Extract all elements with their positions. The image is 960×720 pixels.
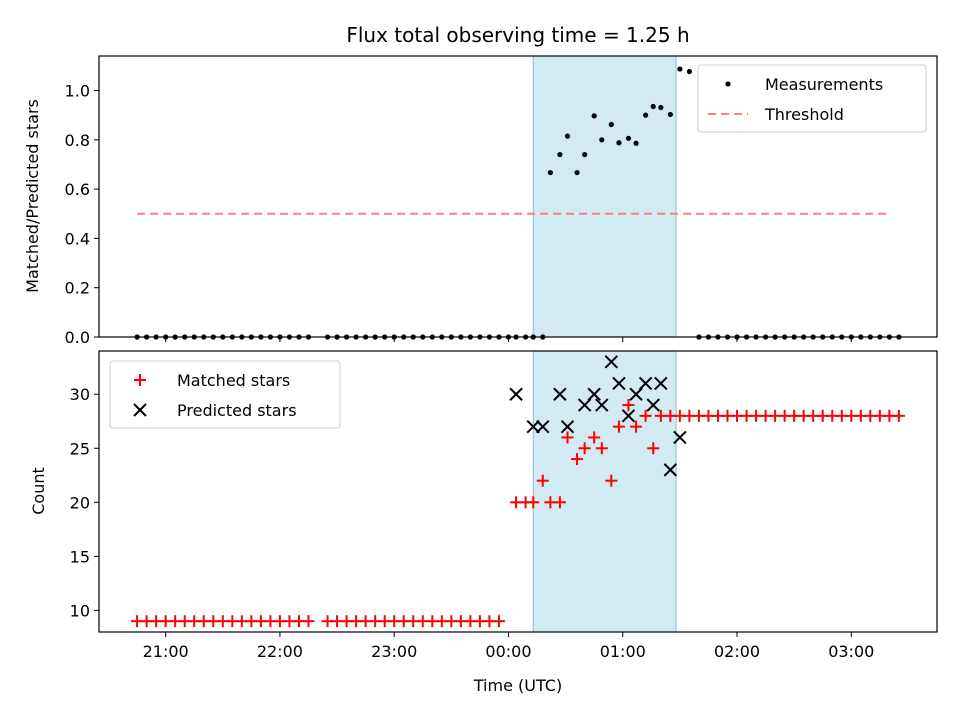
measurement-point <box>591 113 597 119</box>
matched-star-point <box>561 431 574 444</box>
matched-star-point <box>630 420 643 433</box>
bottom-x-axis: 21:00 22:00 23:00 00:00 01:00 02:00 03:00 <box>143 632 874 661</box>
legend-measurements-marker <box>725 81 731 87</box>
predicted-star-point <box>621 409 636 423</box>
predicted-star-point <box>638 376 653 391</box>
measurement-point <box>633 140 639 146</box>
measurement-point <box>650 103 656 110</box>
measurement-point <box>667 111 673 118</box>
measurement-point <box>582 151 588 158</box>
matched-star-point <box>492 615 505 628</box>
measurement-point <box>616 140 622 146</box>
predicted-star-point <box>587 387 601 401</box>
predicted-star-point <box>536 419 550 434</box>
matched-star-point <box>605 474 618 487</box>
x-tick-label: 01:00 <box>600 642 646 661</box>
predicted-star-point <box>526 419 540 434</box>
matched-star-point <box>639 409 652 422</box>
x-tick-label: 23:00 <box>371 642 417 661</box>
matched-star-point <box>595 442 608 455</box>
matched-star-point <box>536 474 549 487</box>
top-legend-box <box>697 64 927 133</box>
measurement-point <box>677 66 683 72</box>
top-y-axis-label: Matched/Predicted stars <box>23 99 42 293</box>
legend-threshold-label: Threshold <box>764 105 844 124</box>
x-tick-label: 02:00 <box>714 642 760 661</box>
matched-star-point <box>553 496 566 509</box>
legend-predicted-marker <box>133 403 147 417</box>
x-tick-label: 03:00 <box>828 642 874 661</box>
measurement-point <box>686 68 693 75</box>
matched-star-point <box>622 399 635 412</box>
measurement-point <box>608 121 614 128</box>
legend-predicted-label: Predicted stars <box>177 401 297 420</box>
top-y-axis: 0.0 0.2 0.4 0.6 0.8 1.0 <box>65 82 852 347</box>
y-tick-label: 0.4 <box>65 229 90 248</box>
matched-star-point <box>647 442 660 455</box>
x-tick-label: 21:00 <box>143 642 189 661</box>
measurement-point <box>599 137 605 143</box>
x-axis-label: Time (UTC) <box>473 676 562 695</box>
bottom-panel: 10 15 20 25 30 21:00 22:00 23:00 00:00 01:00 02:0… <box>29 350 938 695</box>
predicted-star-point <box>577 398 592 412</box>
chart-title: Flux total observing time = 1.25 h <box>346 23 689 47</box>
matched-star-point <box>612 420 625 433</box>
y-tick-label: 25 <box>70 439 90 458</box>
measurement-point <box>625 135 632 141</box>
measurement-point <box>643 112 649 118</box>
x-tick-label: 00:00 <box>485 642 531 661</box>
predicted-star-point <box>604 355 619 369</box>
predicted-star-point <box>663 463 678 477</box>
top-plot-frame <box>98 55 938 338</box>
measurement-point <box>658 104 664 111</box>
matched-star-point <box>571 453 584 466</box>
legend-measurements-label: Measurements <box>765 75 883 94</box>
y-tick-label: 30 <box>70 385 90 404</box>
measurement-point <box>557 151 563 158</box>
matched-star-point <box>578 442 591 455</box>
matched-star-point <box>588 431 601 444</box>
legend-matched-marker <box>134 374 146 386</box>
measurement-point <box>564 133 571 139</box>
matched-star-point <box>527 496 540 509</box>
top-legend: Measurements Threshold <box>697 64 927 133</box>
y-tick-label: 0.0 <box>65 328 90 347</box>
predicted-star-point <box>595 398 609 412</box>
x-tick-label: 22:00 <box>257 642 303 661</box>
legend-matched-label: Matched stars <box>177 371 290 390</box>
predicted-star-point <box>560 419 575 434</box>
observing-window-shade <box>532 55 677 338</box>
bottom-plot-frame <box>98 350 938 633</box>
predicted-star-point <box>629 387 643 401</box>
predicted-star-point <box>553 387 567 401</box>
bottom-legend-box <box>109 360 341 429</box>
top-panel: Flux total observing time = 1.25 h 0.00.… <box>23 23 938 347</box>
y-tick-label: 20 <box>70 493 90 512</box>
bottom-y-axis-label: Count <box>29 467 48 515</box>
y-tick-label: 10 <box>70 601 90 620</box>
predicted-star-point <box>654 376 668 391</box>
y-tick-label: 0.2 <box>65 279 90 298</box>
observing-window-shade <box>532 350 677 633</box>
matched-star-point <box>302 615 315 628</box>
y-tick-label: 0.8 <box>65 131 90 150</box>
predicted-star-point <box>509 387 523 401</box>
predicted-star-point <box>673 430 687 445</box>
predicted-star-point <box>646 398 660 412</box>
y-tick-label: 1.0 <box>65 82 90 101</box>
bottom-legend: Matched stars Predicted stars <box>109 360 341 429</box>
y-tick-label: 15 <box>70 547 90 566</box>
top-marks <box>134 66 902 340</box>
measurement-point <box>574 169 580 176</box>
measurement-point <box>547 169 553 176</box>
y-tick-label: 0.6 <box>65 180 90 199</box>
predicted-star-point <box>612 376 626 391</box>
bottom-marks <box>131 355 905 628</box>
matched-star-point <box>892 409 905 422</box>
bottom-y-axis: 10 15 20 25 30 <box>70 385 99 620</box>
